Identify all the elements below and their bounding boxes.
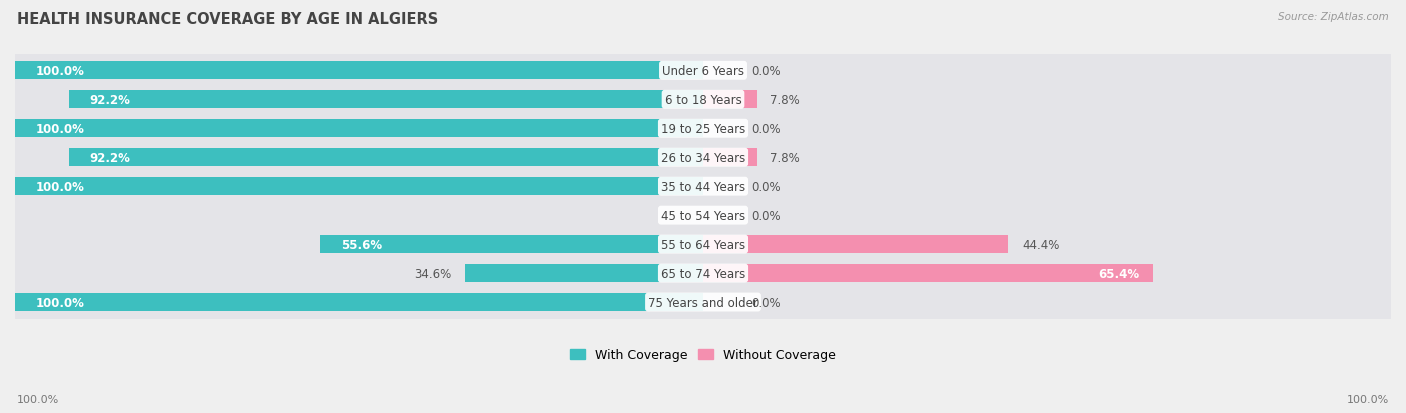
Text: 44.4%: 44.4% [1022, 238, 1060, 251]
Text: 26 to 34 Years: 26 to 34 Years [661, 151, 745, 164]
Bar [15, 257, 1391, 290]
Bar [69, 91, 703, 109]
Text: 55 to 64 Years: 55 to 64 Years [661, 238, 745, 251]
Text: HEALTH INSURANCE COVERAGE BY AGE IN ALGIERS: HEALTH INSURANCE COVERAGE BY AGE IN ALGI… [17, 12, 439, 27]
Bar [15, 55, 1391, 88]
Bar [465, 264, 703, 282]
Text: 100.0%: 100.0% [1347, 394, 1389, 404]
Text: 0.0%: 0.0% [751, 209, 780, 222]
Text: 35 to 44 Years: 35 to 44 Years [661, 180, 745, 193]
Text: 65 to 74 Years: 65 to 74 Years [661, 267, 745, 280]
Text: 92.2%: 92.2% [90, 151, 131, 164]
Bar [15, 170, 1391, 203]
Text: Source: ZipAtlas.com: Source: ZipAtlas.com [1278, 12, 1389, 22]
Bar [15, 120, 703, 138]
Text: 7.8%: 7.8% [770, 151, 800, 164]
Bar [703, 235, 1008, 254]
Text: 6 to 18 Years: 6 to 18 Years [665, 93, 741, 107]
Bar [15, 112, 1391, 145]
Bar [321, 235, 703, 254]
Legend: With Coverage, Without Coverage: With Coverage, Without Coverage [565, 344, 841, 366]
Text: 100.0%: 100.0% [17, 394, 59, 404]
Bar [703, 91, 756, 109]
Text: 34.6%: 34.6% [413, 267, 451, 280]
Bar [69, 149, 703, 167]
Bar [15, 141, 1391, 174]
Bar [15, 293, 703, 311]
Bar [15, 62, 703, 80]
Text: 45 to 54 Years: 45 to 54 Years [661, 209, 745, 222]
Text: 65.4%: 65.4% [1098, 267, 1139, 280]
Text: 55.6%: 55.6% [342, 238, 382, 251]
Text: 100.0%: 100.0% [35, 296, 84, 309]
Text: 0.0%: 0.0% [751, 65, 780, 78]
Bar [703, 264, 1153, 282]
Text: 0.0%: 0.0% [751, 122, 780, 135]
Text: 19 to 25 Years: 19 to 25 Years [661, 122, 745, 135]
Bar [15, 199, 1391, 232]
Text: 7.8%: 7.8% [770, 93, 800, 107]
Text: 0.0%: 0.0% [751, 180, 780, 193]
Bar [15, 178, 703, 196]
Text: Under 6 Years: Under 6 Years [662, 65, 744, 78]
Text: 100.0%: 100.0% [35, 122, 84, 135]
Text: 92.2%: 92.2% [90, 93, 131, 107]
Bar [703, 149, 756, 167]
Bar [15, 83, 1391, 116]
Text: 0.0%: 0.0% [751, 296, 780, 309]
Bar [15, 286, 1391, 319]
Text: 100.0%: 100.0% [35, 65, 84, 78]
Bar [15, 228, 1391, 261]
Text: 75 Years and older: 75 Years and older [648, 296, 758, 309]
Text: 100.0%: 100.0% [35, 180, 84, 193]
